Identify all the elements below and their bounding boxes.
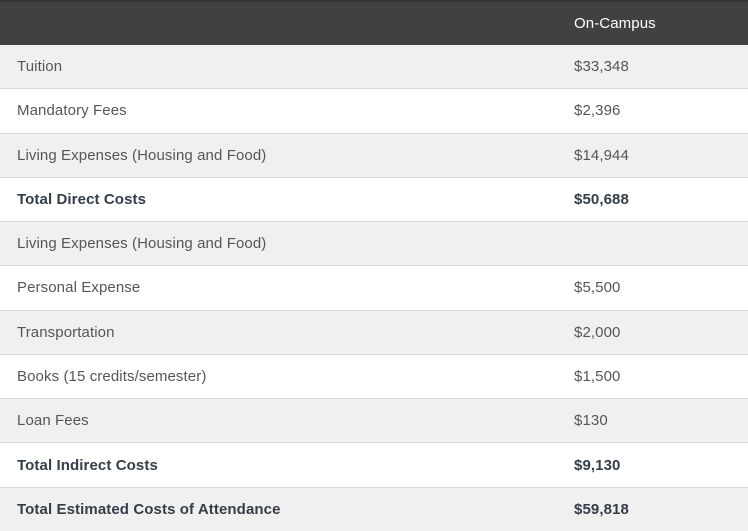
- table-row-living-expenses-section: Living Expenses (Housing and Food): [0, 222, 748, 267]
- row-label: Living Expenses (Housing and Food): [17, 146, 267, 164]
- table-row-books: Books (15 credits/semester) $1,500: [0, 354, 748, 400]
- row-value: $130: [574, 412, 608, 430]
- row-label: Total Direct Costs: [17, 190, 147, 208]
- row-value: $59,818: [574, 500, 629, 518]
- table-row-mandatory-fees: Mandatory Fees $2,396: [0, 89, 748, 134]
- row-label: Personal Expense: [17, 279, 141, 297]
- table-row-total-direct-costs: Total Direct Costs $50,688: [0, 177, 748, 223]
- row-value: $2,396: [574, 102, 621, 120]
- column-header-on-campus: On-Campus: [574, 15, 656, 32]
- table-row-living-expenses-direct: Living Expenses (Housing and Food) $14,9…: [0, 133, 748, 178]
- table-row-tuition: Tuition $33,348: [0, 45, 748, 90]
- row-label: Living Expenses (Housing and Food): [17, 235, 267, 253]
- table-row-transportation: Transportation $2,000: [0, 310, 748, 355]
- row-value: $5,500: [574, 279, 621, 297]
- table-row-loan-fees: Loan Fees $130: [0, 399, 748, 444]
- row-value: $1,500: [574, 367, 621, 385]
- row-label: Transportation: [17, 323, 115, 341]
- row-value: $33,348: [574, 58, 629, 76]
- table-header-row: On-Campus: [0, 0, 748, 45]
- row-value: $14,944: [574, 146, 629, 164]
- row-label: Total Indirect Costs: [17, 456, 158, 474]
- table-row-total-estimated-costs: Total Estimated Costs of Attendance $59,…: [0, 487, 748, 531]
- row-label: Tuition: [17, 58, 63, 76]
- table-row-total-indirect-costs: Total Indirect Costs $9,130: [0, 443, 748, 488]
- row-value: $9,130: [574, 456, 621, 474]
- row-label: Mandatory Fees: [17, 102, 127, 120]
- row-label: Books (15 credits/semester): [17, 367, 207, 385]
- table-row-personal-expense: Personal Expense $5,500: [0, 266, 748, 311]
- row-value: $50,688: [574, 190, 629, 208]
- row-label: Loan Fees: [17, 412, 89, 430]
- row-value: $2,000: [574, 323, 621, 341]
- row-label: Total Estimated Costs of Attendance: [17, 500, 281, 518]
